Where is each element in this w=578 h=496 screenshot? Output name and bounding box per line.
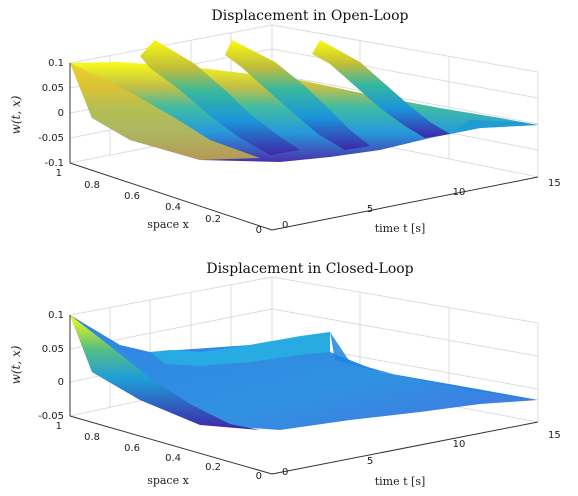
chart-title: Displacement in Open-Loop	[212, 8, 409, 24]
space-tick-label: 1	[56, 168, 62, 179]
time-tick-label: 0	[282, 220, 288, 231]
space-tick-label: 0	[256, 471, 262, 482]
space-tick-label: 0.6	[124, 443, 140, 454]
space-axis-label: space x	[147, 218, 189, 231]
space-ticks: 1 0.8 0.6 0.4 0.2 0	[56, 421, 262, 482]
z-tick-label: 0.05	[42, 344, 64, 355]
space-tick-label: 0.8	[84, 180, 100, 191]
time-axis-label: time t [s]	[375, 222, 426, 235]
time-tick-label: 15	[548, 178, 561, 189]
z-axis-label: w(t, x)	[9, 95, 23, 134]
surface	[70, 40, 538, 162]
time-ticks: 0 5 10 15	[282, 430, 561, 478]
space-tick-label: 0.2	[205, 214, 221, 225]
space-ticks: 1 0.8 0.6 0.4 0.2 0	[56, 168, 262, 236]
axes	[69, 315, 539, 475]
z-tick-label: -0.05	[38, 411, 64, 422]
chart-closed-loop: Displacement in Closed-Loop	[9, 261, 561, 488]
z-tick-label: 0	[58, 108, 64, 119]
z-tick-label: -0.05	[38, 133, 64, 144]
z-ticks: 0.1 0.05 0 -0.05	[38, 310, 64, 422]
space-tick-label: 0.2	[205, 462, 221, 473]
time-tick-label: 5	[367, 456, 373, 467]
surface	[70, 315, 538, 430]
space-tick-label: 1	[56, 421, 62, 432]
z-tick-label: 0.1	[48, 58, 64, 69]
space-axis-label: space x	[147, 474, 189, 487]
z-ticks: 0.1 0.05 0 -0.05 -0.1	[38, 58, 64, 169]
chart-title: Displacement in Closed-Loop	[206, 261, 413, 277]
axes	[69, 63, 539, 231]
time-tick-label: 5	[367, 204, 373, 215]
time-tick-label: 0	[282, 467, 288, 478]
time-axis-label: time t [s]	[375, 475, 426, 488]
time-tick-label: 10	[453, 187, 466, 198]
chart-open-loop: Displacement in Open-Loop	[9, 8, 561, 236]
z-tick-label: 0.1	[48, 310, 64, 321]
z-tick-label: 0	[58, 377, 64, 388]
space-tick-label: 0	[256, 225, 262, 236]
space-tick-label: 0.4	[165, 202, 181, 213]
z-tick-label: 0.05	[42, 83, 64, 94]
z-axis-label: w(t, x)	[9, 345, 23, 384]
time-ticks: 0 5 10 15	[282, 178, 561, 231]
space-tick-label: 0.6	[124, 191, 140, 202]
time-tick-label: 15	[548, 430, 561, 441]
time-tick-label: 10	[453, 439, 466, 450]
space-tick-label: 0.4	[165, 453, 181, 464]
z-tick-label: -0.1	[44, 158, 64, 169]
space-tick-label: 0.8	[84, 432, 100, 443]
